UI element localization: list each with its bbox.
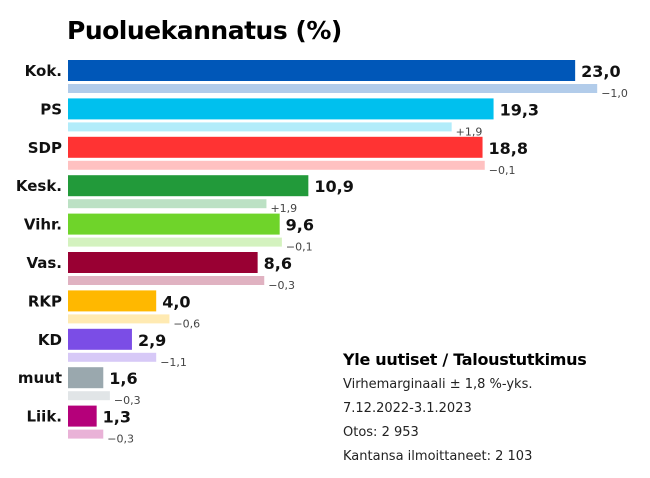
source-label: Yle uutiset / Taloustutkimus [343,350,587,369]
category-label: Kok. [25,62,62,80]
value-label: 10,9 [314,177,353,196]
category-label: RKP [28,292,62,310]
bar-previous [68,122,452,132]
sample-size: Otos: 2 953 [343,425,419,440]
bar-previous [68,237,282,247]
category-label: muut [18,369,62,387]
respondents: Kantansa ilmoittaneet: 2 103 [343,449,533,464]
bar-previous [68,314,170,324]
bar-current [68,290,157,312]
category-label: Vas. [26,254,62,272]
category-label: KD [38,331,62,349]
bar-current [68,405,97,427]
change-label: −0,1 [286,241,313,254]
bar-current [68,136,483,158]
survey-period: 7.12.2022-3.1.2023 [343,401,472,416]
category-label: Liik. [26,408,62,426]
info-box: Yle uutiset / Taloustutkimus Virhemargin… [343,350,587,471]
bar-current [68,328,132,350]
value-label: 19,3 [500,100,539,119]
category-label: Vihr. [24,216,62,234]
bar-current [68,213,280,235]
change-label: −1,0 [601,87,628,100]
value-label: 9,6 [286,216,314,235]
bar-previous [68,84,598,93]
change-label: −0,3 [268,279,295,292]
category-label: Kesk. [16,177,62,195]
bar-previous [68,429,104,439]
bar-previous [68,352,157,362]
value-label: 2,9 [138,331,166,350]
category-label: PS [40,100,62,118]
value-label: 18,8 [489,139,528,158]
bar-current [68,252,258,273]
value-label: 1,6 [109,369,137,388]
bar-previous [68,199,267,209]
value-label: 23,0 [581,62,620,81]
change-label: −0,3 [114,394,141,407]
bar-current [68,98,494,120]
bar-previous [68,391,110,401]
change-label: −0,6 [173,317,200,330]
change-label: −0,1 [489,164,516,177]
change-label: −0,3 [107,433,134,446]
bar-current [68,367,104,389]
change-label: +1,9 [456,125,483,138]
change-label: −1,1 [160,356,187,369]
chart-title: Puoluekannatus (%) [67,16,342,45]
category-label: SDP [28,139,62,157]
bar-previous [68,276,265,285]
value-label: 8,6 [264,254,292,273]
bar-current [68,60,576,81]
value-label: 4,0 [162,292,190,311]
change-label: +1,9 [270,202,297,215]
value-label: 1,3 [103,408,131,427]
bar-current [68,175,309,197]
bar-previous [68,160,485,170]
margin-of-error: Virhemarginaali ± 1,8 %-yks. [343,377,533,392]
